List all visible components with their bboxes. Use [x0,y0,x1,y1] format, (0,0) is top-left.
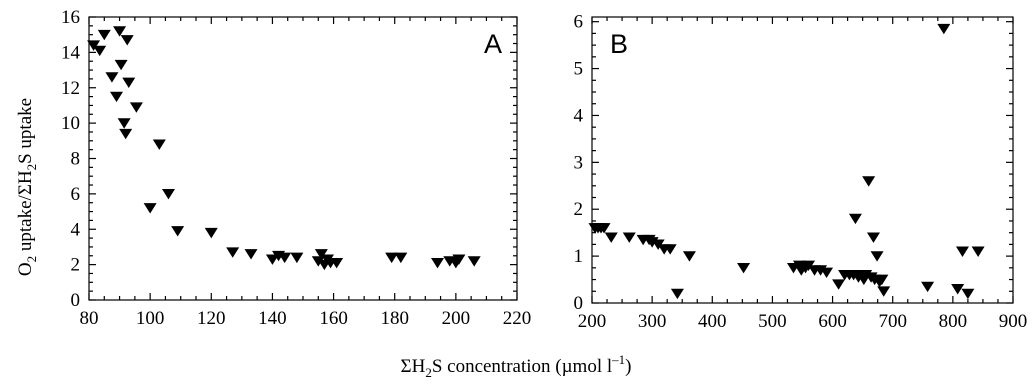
panel-b-data-point [682,251,696,262]
panel-b-data-point [961,288,975,300]
panel-a-data-point [120,35,134,46]
panel-a-data-point [290,252,304,264]
panel-b-data-point [921,281,935,293]
panel-b-data-point [737,262,751,274]
panel-b-data-point [832,279,846,290]
panel-b-data-point [663,244,677,255]
panel-b-data-point [971,246,985,257]
panel-a-data-point [204,227,218,239]
panel-b-x-tick-label: 200 [578,311,607,332]
panel-a-y-tick-label: 12 [61,78,80,99]
panel-b-data-point [937,23,951,35]
panel-a-data-point [113,26,127,37]
panel-a-data-point [278,252,292,264]
panel-b-y-tick-label: 0 [574,293,584,314]
panel-a-y-tick-label: 8 [71,149,81,170]
panel-b-x-tick-label: 600 [818,311,847,332]
panel-a-data-point [93,45,107,57]
panel-b-x-tick-label: 500 [758,311,787,332]
panel-b-y-tick-label: 3 [574,152,584,173]
panel-b-x-tick-label: 700 [878,311,907,332]
panel-b-data-point [875,274,889,286]
panel-a-data-point [226,247,240,258]
panel-b-y-tick-label: 6 [574,12,584,33]
panel-a-data-point [161,189,175,200]
panel-a-data-point [152,139,166,150]
panel-b-x-tick-label: 300 [638,311,667,332]
panel-b-chart: 200 300 400 500 600 700 800 900 0 1 2 3 4 5 6 B [574,12,1028,332]
panel-a-data-point [143,203,157,214]
panel-a-data-point [114,59,128,71]
panel-b-data-point [597,223,611,234]
panel-b-data-point [604,232,618,243]
panel-a-y-tick-label: 16 [61,7,80,28]
panel-b-data-point [848,213,862,225]
panel-b-data-point [862,176,876,187]
panel-a-y-tick-label: 4 [71,219,81,240]
panel-a-data-point [265,254,279,265]
panel-a-chart: 80 100 120 140 160 180 200 220 0 2 4 6 8 10 12 14 16 A [61,7,531,329]
panel-a-data-point [244,249,258,260]
panel-a-data-point [431,257,445,269]
panel-a-data-point [87,40,101,51]
panel-b-y-tick-label: 5 [574,59,584,80]
panel-b-data-point [877,286,891,297]
panel-b-label: B [610,29,628,59]
panel-a-data-point [394,252,408,264]
panel-a-y-tick-label: 14 [61,42,81,63]
panel-a-data-point [452,254,466,265]
panel-a-data-point [171,226,185,237]
panel-b-data-point [870,251,884,262]
panel-b-y-tick-label: 4 [574,105,584,126]
panel-a-data-point [119,128,133,140]
panel-a-x-tick-label: 180 [380,308,409,329]
panel-a-data-point [110,91,124,103]
panel-a-x-tick-label: 100 [136,308,165,329]
panel-a-x-tick-label: 200 [442,308,471,329]
panel-b-y-tick-label: 2 [574,199,584,220]
panel-b-data-point [820,267,834,279]
panel-a-data-point [385,252,399,264]
panel-a-y-tick-label: 6 [71,184,81,205]
panel-b-data-point [670,288,684,300]
panel-b-y-tick-label: 1 [574,246,584,267]
panel-a-data-point [97,29,111,41]
x-axis-title: ΣH2S concentration (µmol l–1) [401,352,632,380]
panel-a-data-point [117,118,131,129]
panel-a-y-tick-label: 2 [71,255,81,276]
panel-b-data-point [951,284,965,295]
panel-a-y-tick-label: 10 [61,113,80,134]
panel-a-data-point [330,257,344,269]
panel-a-x-tick-label: 160 [319,308,348,329]
panel-a-x-tick-label: 140 [258,308,287,329]
panel-b-data-point [955,246,969,257]
panel-a-data-point [467,256,481,267]
panel-a-x-tick-label: 120 [197,308,226,329]
panel-a-label: A [484,29,502,59]
panel-b-data-point [866,232,880,243]
panel-b-x-tick-label: 400 [698,311,727,332]
panel-a-data-point [129,102,143,113]
panel-a-data-point [105,72,119,83]
panel-b-x-tick-label: 900 [999,311,1028,332]
panel-b-data-point [622,232,636,243]
panel-a-y-tick-label: 0 [71,290,81,311]
panel-a-x-tick-label: 80 [80,308,99,329]
panel-b-frame [591,16,1014,304]
panel-a-data-point [314,249,328,260]
panel-b-x-tick-label: 800 [939,311,968,332]
y-axis-title: O2 uptake/ΣH2S uptake [15,98,39,276]
panel-a-x-tick-label: 220 [503,308,532,329]
panel-a-data-point [122,77,136,88]
